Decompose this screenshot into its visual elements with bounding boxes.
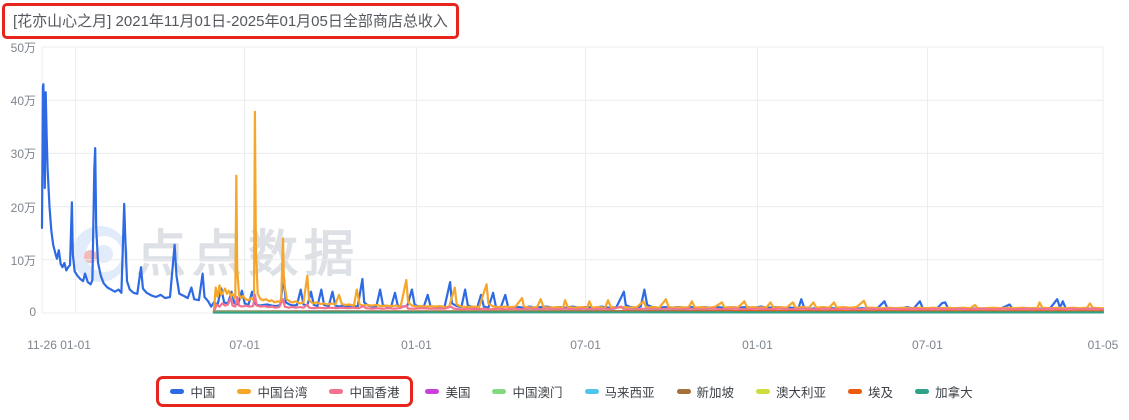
legend-swatch-icon xyxy=(848,389,863,394)
legend-item-加拿大[interactable]: 加拿大 xyxy=(915,382,973,401)
legend-item-新加坡[interactable]: 新加坡 xyxy=(676,382,735,401)
legend-label: 中国台湾 xyxy=(257,386,308,400)
legend-item-澳大利亚[interactable]: 澳大利亚 xyxy=(756,382,826,401)
legend-item-马来西亚[interactable]: 马来西亚 xyxy=(584,382,655,401)
x-tick-label: 01-01 xyxy=(742,338,773,352)
legend-swatch-icon xyxy=(425,389,440,394)
series-line-中国台湾 xyxy=(212,110,1105,313)
legend-item-中国香港[interactable]: 中国香港 xyxy=(329,382,399,401)
x-tick-label: 01-01 xyxy=(60,338,91,352)
legend-label: 中国香港 xyxy=(349,386,400,400)
x-tick-label: 07-01 xyxy=(570,338,601,352)
y-tick-label: 30万 xyxy=(10,147,36,162)
legend-label: 中国澳门 xyxy=(512,386,563,400)
x-tick-label: 07-01 xyxy=(229,338,261,352)
legend-swatch-icon xyxy=(676,389,691,394)
y-tick-label: 10万 xyxy=(10,253,36,268)
legend-item-美国[interactable]: 美国 xyxy=(425,382,470,401)
legend-label: 中国 xyxy=(190,386,216,400)
legend-swatch-icon xyxy=(584,389,599,394)
y-tick-label: 0 xyxy=(29,305,36,319)
legend-swatch-icon xyxy=(915,389,930,394)
legend-label: 澳大利亚 xyxy=(776,386,827,400)
legend-item-埃及[interactable]: 埃及 xyxy=(848,382,893,401)
y-tick-label: 40万 xyxy=(10,94,36,109)
x-tick-label: 01-01 xyxy=(401,338,432,352)
legend-label: 马来西亚 xyxy=(604,386,655,400)
legend-item-中国台湾[interactable]: 中国台湾 xyxy=(237,382,307,401)
y-tick-label: 20万 xyxy=(10,200,36,215)
legend-swatch-icon xyxy=(492,389,507,394)
chart-title: [花亦山心之月] 2021年11月01日-2025年01月05日全部商店总收入 xyxy=(13,13,448,30)
title-annotation-box: [花亦山心之月] 2021年11月01日-2025年01月05日全部商店总收入 xyxy=(2,3,459,39)
legend-item-中国[interactable]: 中国 xyxy=(170,382,215,401)
legend-swatch-icon xyxy=(329,389,344,394)
chart-legend: 中国 中国台湾 中国香港 美国 中国澳门 马来西亚 新加坡 澳大利亚 埃及 加拿大 xyxy=(0,376,1129,407)
legend-annotation-box: 中国 中国台湾 中国香港 xyxy=(156,376,414,407)
x-tick-label: 07-01 xyxy=(912,338,943,352)
legend-swatch-icon xyxy=(170,389,185,394)
legend-label: 埃及 xyxy=(868,386,894,400)
x-tick-label: 01-05 xyxy=(1087,338,1119,352)
legend-rest-group: 美国 中国澳门 马来西亚 新加坡 澳大利亚 埃及 加拿大 xyxy=(425,382,973,401)
y-tick-label: 50万 xyxy=(10,41,36,55)
legend-item-中国澳门[interactable]: 中国澳门 xyxy=(492,382,563,401)
x-tick-label: 11-26 xyxy=(27,338,57,352)
legend-label: 新加坡 xyxy=(696,386,735,400)
legend-label: 美国 xyxy=(445,386,471,400)
series-line-中国香港 xyxy=(212,293,1105,313)
series-line-中国 xyxy=(40,83,1105,310)
legend-swatch-icon xyxy=(756,389,771,394)
legend-label: 加拿大 xyxy=(935,386,973,400)
legend-swatch-icon xyxy=(237,389,252,394)
